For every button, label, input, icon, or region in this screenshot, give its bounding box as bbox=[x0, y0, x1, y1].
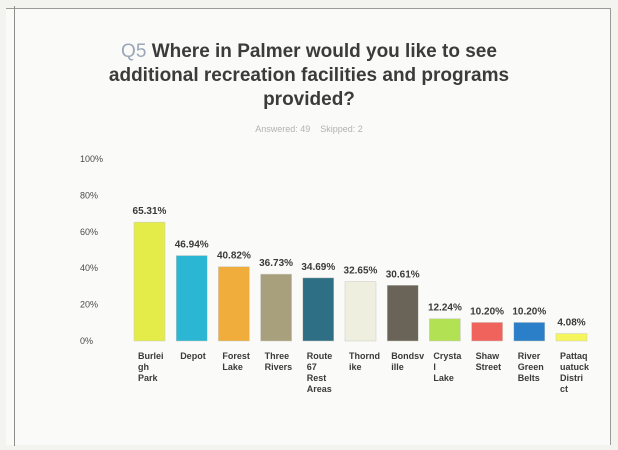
data-label: 34.69% bbox=[301, 262, 335, 273]
data-label: 46.94% bbox=[175, 240, 209, 251]
y-tick-label: 20% bbox=[80, 300, 98, 310]
data-label: 32.65% bbox=[344, 266, 378, 277]
x-tick-label: Burlei gh Park bbox=[138, 351, 164, 383]
data-label: 40.82% bbox=[217, 251, 251, 262]
x-tick-label: Route 67 Rest Areas bbox=[307, 351, 333, 394]
response-counts: Answered: 49 Skipped: 2 bbox=[0, 124, 618, 134]
survey-card bbox=[6, 8, 611, 445]
bar bbox=[218, 266, 250, 342]
question-text-line-3: provided? bbox=[263, 89, 355, 110]
bar bbox=[260, 273, 292, 342]
bar bbox=[386, 285, 419, 342]
bar bbox=[429, 318, 461, 342]
x-tick-label: Pattaq uatuck Distri ct bbox=[560, 351, 590, 394]
x-tick-label: Three Rivers bbox=[265, 351, 293, 372]
bar bbox=[513, 322, 546, 342]
y-tick-label: 80% bbox=[80, 190, 98, 200]
data-label: 65.31% bbox=[133, 206, 167, 217]
x-tick-label: Forest Lake bbox=[222, 351, 250, 372]
question-text-line-2: additional recreation facilities and pro… bbox=[108, 65, 510, 86]
y-tick-label: 100% bbox=[80, 154, 103, 164]
bar bbox=[471, 322, 503, 342]
y-tick-label: 0% bbox=[80, 336, 93, 346]
data-label: 10.20% bbox=[512, 306, 546, 317]
question-title: Q5 Where in Palmer would you like to see… bbox=[0, 40, 618, 112]
x-tick-label: Depot bbox=[180, 351, 206, 361]
skipped-count: Skipped: 2 bbox=[320, 124, 363, 134]
bar bbox=[555, 333, 588, 342]
data-label: 12.24% bbox=[428, 303, 462, 314]
bar bbox=[302, 277, 335, 342]
question-number: Q5 bbox=[121, 41, 147, 62]
x-tick-label: Crysta l Lake bbox=[433, 351, 462, 383]
y-tick-label: 60% bbox=[80, 227, 98, 237]
data-label: 4.08% bbox=[557, 318, 585, 329]
x-tick-label: Thornd ike bbox=[349, 351, 380, 372]
data-label: 10.20% bbox=[470, 306, 504, 317]
bar bbox=[133, 221, 166, 342]
data-label: 36.73% bbox=[259, 258, 293, 269]
data-label: 30.61% bbox=[386, 269, 420, 280]
question-text-line-1: Where in Palmer would you like to see bbox=[151, 41, 497, 62]
bar bbox=[175, 255, 208, 342]
page-edge-line bbox=[14, 6, 15, 446]
x-tick-label: River Green Belts bbox=[518, 351, 544, 383]
x-tick-label: Shaw Street bbox=[476, 351, 502, 372]
x-tick-label: Bondsv ille bbox=[391, 351, 424, 372]
y-tick-label: 40% bbox=[80, 263, 98, 273]
answered-count: Answered: 49 bbox=[255, 124, 311, 134]
bar bbox=[344, 281, 377, 342]
